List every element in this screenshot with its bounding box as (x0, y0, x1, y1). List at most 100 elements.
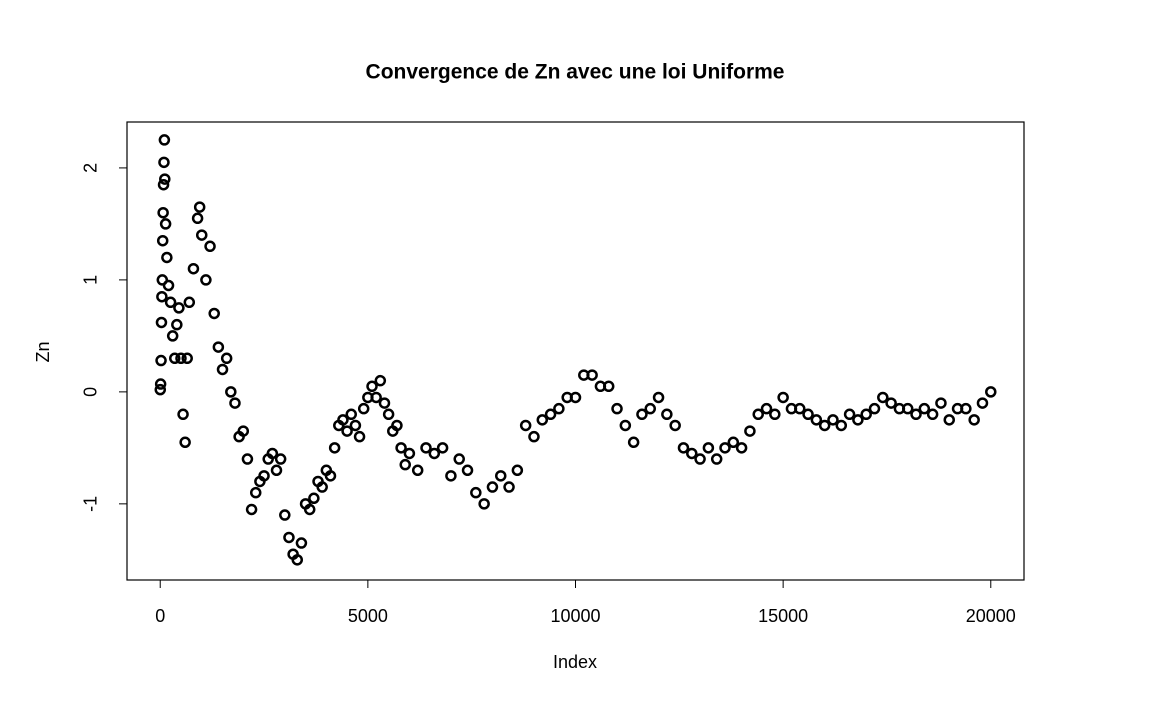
point (156, 290, 168, 303)
point (976, 397, 989, 409)
point (196, 229, 208, 241)
point (794, 402, 806, 415)
point (810, 414, 823, 426)
point (769, 408, 781, 421)
point (156, 274, 169, 286)
point (249, 486, 262, 499)
point (760, 402, 773, 415)
point (291, 554, 304, 566)
point (295, 537, 308, 549)
point (827, 414, 839, 426)
point (191, 212, 204, 225)
point (669, 419, 681, 432)
x-tick-label: 15000 (758, 606, 808, 626)
point (528, 430, 540, 443)
point (245, 503, 258, 516)
point (175, 352, 187, 365)
point (241, 453, 254, 465)
point (503, 481, 515, 493)
point (399, 458, 411, 471)
point (179, 436, 191, 449)
point (237, 425, 250, 437)
point (553, 402, 565, 415)
point (636, 408, 648, 421)
point (283, 531, 295, 544)
point (586, 369, 598, 381)
point (910, 408, 922, 421)
point (157, 178, 170, 191)
point (926, 408, 939, 421)
point (164, 296, 177, 309)
point (324, 470, 337, 482)
point (345, 408, 357, 421)
point (162, 279, 175, 292)
chart-title: Convergence de Zn avec une loi Uniforme (366, 61, 785, 84)
point (536, 414, 549, 426)
point (349, 419, 362, 432)
point (960, 402, 972, 415)
point (461, 464, 474, 477)
point (544, 408, 557, 421)
point (395, 442, 407, 454)
point (436, 442, 449, 454)
point (204, 240, 216, 253)
point (200, 274, 212, 286)
point (686, 447, 698, 460)
point (470, 486, 482, 499)
y-tick-label: 2 (81, 163, 101, 173)
point (852, 414, 864, 426)
point (719, 442, 731, 454)
point (519, 419, 532, 432)
point (702, 442, 715, 454)
point (627, 436, 640, 449)
x-tick-label: 0 (155, 606, 165, 626)
point (885, 397, 897, 409)
point (644, 402, 656, 415)
point (445, 470, 457, 482)
point (391, 419, 403, 432)
point (495, 470, 507, 482)
point (154, 383, 167, 396)
point (270, 464, 283, 477)
point (154, 378, 167, 390)
point (366, 380, 378, 393)
point (735, 442, 748, 454)
point (258, 470, 270, 482)
point (661, 408, 673, 421)
point (744, 425, 756, 437)
point (328, 442, 341, 454)
point (835, 419, 848, 432)
x-tick-label: 10000 (550, 606, 600, 626)
point (155, 354, 167, 367)
point (220, 352, 233, 365)
point (901, 402, 914, 415)
point (694, 453, 706, 465)
point (177, 408, 189, 421)
point (183, 296, 196, 309)
point (266, 447, 279, 460)
point (382, 408, 395, 421)
point (511, 464, 524, 477)
y-tick-label: 1 (81, 275, 101, 285)
point (173, 302, 185, 314)
point (158, 134, 171, 146)
point (403, 447, 416, 460)
y-tick-label: -1 (81, 496, 101, 512)
point (155, 316, 168, 329)
x-tick-label: 20000 (966, 606, 1016, 626)
point (860, 408, 872, 421)
point (777, 391, 789, 404)
point (308, 492, 320, 505)
point (159, 173, 171, 185)
point (611, 402, 623, 415)
point (918, 402, 931, 415)
point (161, 251, 173, 264)
point (159, 218, 172, 230)
x-tick-label: 5000 (348, 606, 388, 626)
point (181, 352, 193, 365)
point (752, 408, 764, 421)
point (411, 464, 424, 477)
point (370, 391, 382, 404)
x-axis-label: Index (553, 652, 597, 672)
